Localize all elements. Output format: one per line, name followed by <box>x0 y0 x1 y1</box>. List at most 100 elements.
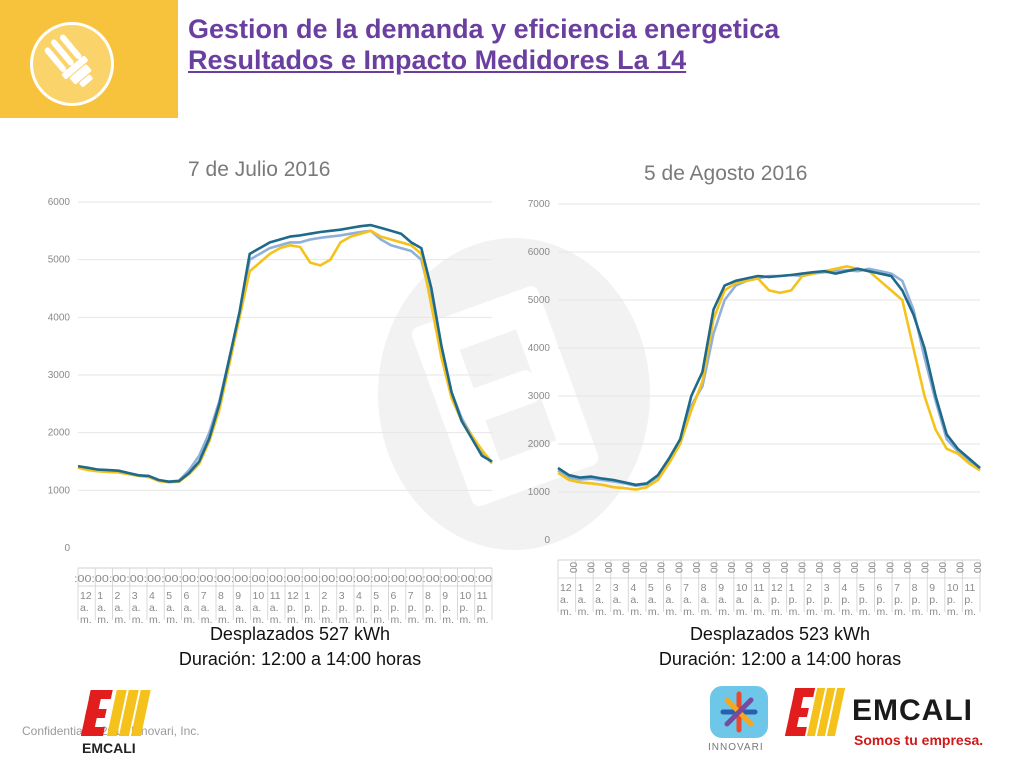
emcali-watermark <box>378 238 650 550</box>
x-hour-suffix: p. <box>789 594 798 606</box>
x-hour-label: 12 <box>287 590 299 602</box>
x-hour-label: 8 <box>912 582 918 594</box>
y-tick-label: 2000 <box>48 428 71 439</box>
x-hour-suffix: a. <box>630 594 639 606</box>
y-tick-label: 4000 <box>48 312 71 323</box>
x-hour-m: m. <box>859 606 871 618</box>
x-hour-m: m. <box>771 606 783 618</box>
x-hour-m: m. <box>912 606 924 618</box>
x-hour-suffix: p. <box>287 602 296 614</box>
x-hour-suffix: p. <box>771 594 780 606</box>
x-hour-m: m. <box>166 614 178 626</box>
emcali-logo-left-text: EMCALI <box>82 740 136 756</box>
em-logo-icon-right <box>784 688 846 736</box>
x-hour-m: m. <box>115 614 127 626</box>
y-tick-label: 7000 <box>528 199 551 210</box>
x-hour-label: 5 <box>166 590 172 602</box>
emcali-wordmark: EMCALI <box>852 694 973 727</box>
x-time-top-label: 00 <box>954 562 965 574</box>
series-line <box>557 267 981 488</box>
x-hour-m: m. <box>841 606 853 618</box>
emcali-logo-right: EMCALI Somos tu empresa. <box>782 684 1002 760</box>
x-hour-suffix: p. <box>339 602 348 614</box>
x-hour-label: 11 <box>477 590 488 602</box>
x-hour-label: 10 <box>253 590 265 602</box>
x-hour-m: m. <box>578 606 590 618</box>
x-hour-suffix: p. <box>425 602 434 614</box>
caption-julio-line2: Duración: 12:00 a 14:00 horas <box>178 649 422 669</box>
x-hour-m: m. <box>253 614 265 626</box>
y-tick-label: 4000 <box>528 343 551 354</box>
x-hour-suffix: a. <box>613 594 622 606</box>
x-hour-label: 1 <box>578 582 584 594</box>
x-hour-m: m. <box>460 614 472 626</box>
x-hour-label: 3 <box>132 590 138 602</box>
x-hour-m: m. <box>666 606 678 618</box>
x-hour-m: m. <box>287 614 299 626</box>
x-hour-label: 9 <box>929 582 935 594</box>
x-hour-suffix: a. <box>218 602 227 614</box>
emcali-slogan: Somos tu empresa. <box>854 732 984 748</box>
x-hour-m: m. <box>701 606 713 618</box>
caption-agosto: Desplazados 523 kWh Duración: 12:00 a 14… <box>620 622 940 672</box>
innovari-logo: INNOVARI <box>706 684 772 764</box>
x-hour-label: 5 <box>859 582 865 594</box>
x-hour-suffix: p. <box>824 594 833 606</box>
x-hour-label: 7 <box>683 582 689 594</box>
x-hour-label: 12 <box>80 590 92 602</box>
caption-julio-line1: Desplazados 527 kWh <box>209 624 391 644</box>
series-line <box>557 265 981 491</box>
y-tick-label: 3000 <box>48 370 71 381</box>
x-hour-label: 11 <box>964 582 975 594</box>
x-time-top-label: 00 <box>637 562 648 574</box>
x-hour-suffix: p. <box>442 602 451 614</box>
x-hour-suffix: p. <box>964 594 973 606</box>
x-time-top-label: 00 <box>690 562 701 574</box>
x-hour-label: 10 <box>460 590 472 602</box>
x-hour-m: m. <box>824 606 836 618</box>
x-hour-m: m. <box>753 606 765 618</box>
y-tick-label: 1000 <box>528 487 551 498</box>
x-hour-label: 8 <box>218 590 224 602</box>
series-line <box>77 229 493 484</box>
x-hour-suffix: p. <box>859 594 868 606</box>
x-time-top-label: 00 <box>813 562 824 574</box>
x-hour-label: 9 <box>442 590 448 602</box>
x-hour-m: m. <box>560 606 572 618</box>
x-hour-suffix: p. <box>841 594 850 606</box>
x-hour-m: m. <box>132 614 144 626</box>
x-hour-m: m. <box>218 614 230 626</box>
x-hour-label: 12 <box>771 582 783 594</box>
x-hour-m: m. <box>718 606 730 618</box>
x-time-top-label: 00 <box>971 562 982 574</box>
x-hour-suffix: p. <box>304 602 313 614</box>
x-hour-label: 2 <box>806 582 812 594</box>
x-hour-m: m. <box>97 614 109 626</box>
x-hour-label: 8 <box>425 590 431 602</box>
x-hour-suffix: a. <box>560 594 569 606</box>
y-tick-label: 6000 <box>48 197 71 208</box>
innovari-text: INNOVARI <box>708 742 764 753</box>
x-hour-m: m. <box>789 606 801 618</box>
x-hour-m: m. <box>964 606 976 618</box>
x-hour-label: 6 <box>391 590 397 602</box>
x-hour-m: m. <box>736 606 748 618</box>
x-hour-suffix: p. <box>877 594 886 606</box>
x-hour-m: m. <box>929 606 941 618</box>
x-hour-m: m. <box>80 614 92 626</box>
x-hour-suffix: a. <box>595 594 604 606</box>
x-time-top-label: 00 <box>567 562 578 574</box>
x-time-top-label: 00 <box>918 562 929 574</box>
caption-julio: Desplazados 527 kWh Duración: 12:00 a 14… <box>140 622 460 672</box>
x-time-top-label: 00 <box>743 562 754 574</box>
x-hour-label: 6 <box>877 582 883 594</box>
x-hour-m: m. <box>408 614 420 626</box>
x-hour-suffix: a. <box>184 602 193 614</box>
y-tick-label: 0 <box>544 535 550 546</box>
series-line <box>77 229 494 484</box>
x-time-top-label: 00 <box>936 562 947 574</box>
x-hour-label: 11 <box>270 590 281 602</box>
x-hour-label: 5 <box>373 590 379 602</box>
x-hour-suffix: p. <box>460 602 469 614</box>
emcali-logo-left: EMCALI <box>78 684 158 760</box>
